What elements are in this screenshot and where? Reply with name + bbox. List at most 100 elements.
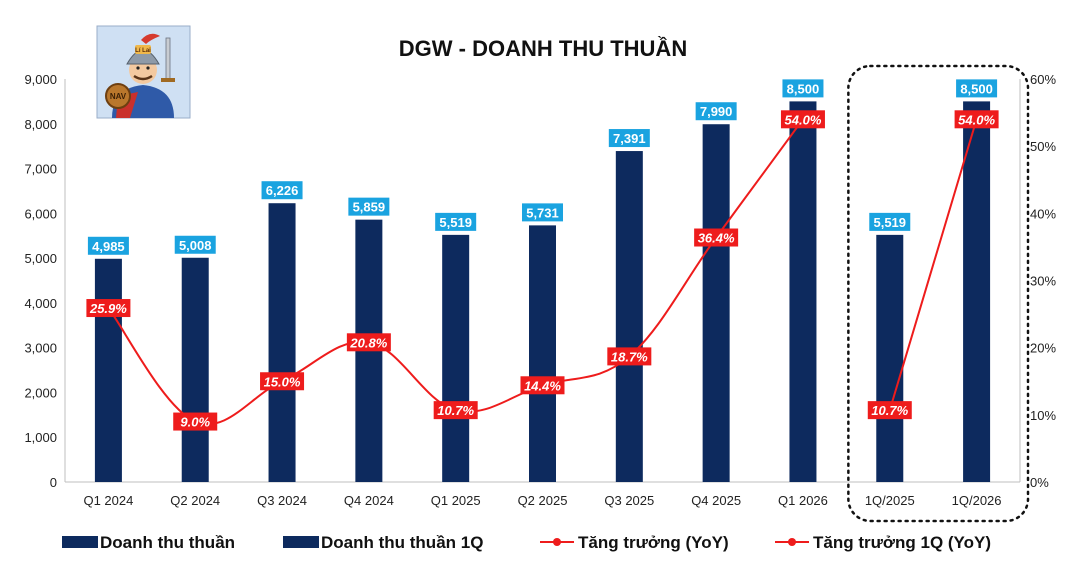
growth-value-label: 54.0% xyxy=(785,112,822,127)
category-label: Q4 2024 xyxy=(344,493,394,508)
category-label: Q1 2025 xyxy=(431,493,481,508)
bar-label-box xyxy=(869,212,911,231)
highlight-box xyxy=(847,64,1030,523)
bar-value-label: 7,990 xyxy=(700,104,733,119)
growth-label-box xyxy=(520,376,565,395)
bar xyxy=(94,258,122,482)
knight-mascot-logo: Lí Lai NAV xyxy=(96,25,191,119)
bar-label-box xyxy=(608,129,650,148)
bar-label-box xyxy=(956,79,998,98)
left-tick-label: 3,000 xyxy=(24,341,57,356)
category-label: Q3 2025 xyxy=(604,493,654,508)
right-tick-label: 40% xyxy=(1030,206,1056,221)
legend-label: Tăng trưởng (YoY) xyxy=(578,533,729,552)
category-label: Q1 2024 xyxy=(83,493,133,508)
bar-label-box xyxy=(695,102,737,121)
right-tick-label: 30% xyxy=(1030,274,1056,289)
left-tick-label: 0 xyxy=(50,475,57,490)
right-tick-label: 0% xyxy=(1030,475,1049,490)
category-label: Q4 2025 xyxy=(691,493,741,508)
bar-value-label: 5,008 xyxy=(179,238,212,253)
category-label: Q3 2024 xyxy=(257,493,307,508)
bar xyxy=(963,101,991,482)
data-labels: 4,985 5,008 6,226 5,859 5,519 5,731 7,391 7,990… xyxy=(86,79,999,431)
bar xyxy=(529,225,556,483)
logo-helmet-text: Lí Lai xyxy=(135,48,151,54)
growth-label-box xyxy=(173,412,218,431)
legend-swatch-point xyxy=(788,538,796,546)
legend-label: Tăng trưởng 1Q (YoY) xyxy=(813,533,991,552)
growth-value-label: 25.9% xyxy=(89,301,127,316)
category-label: Q2 2024 xyxy=(170,493,220,508)
bar-label-box xyxy=(522,203,563,222)
bar xyxy=(615,151,643,483)
growth-value-label: 14.4% xyxy=(524,378,561,393)
growth-value-label: 36.4% xyxy=(698,231,735,246)
growth-label-box xyxy=(260,372,305,391)
legend-label: Doanh thu thuần 1Q xyxy=(321,533,483,552)
bar xyxy=(789,101,817,482)
chart-title: DGW - DOANH THU THUẦN xyxy=(399,36,687,61)
category-label: Q1 2026 xyxy=(778,493,828,508)
growth-label-box xyxy=(346,333,391,352)
legend-swatch-bar xyxy=(283,536,319,548)
highlight-rect xyxy=(847,64,1030,523)
bar xyxy=(442,234,470,482)
legend: Doanh thu thuần Doanh thu thuần 1Q Tăng tr… xyxy=(62,533,991,552)
right-tick-label: 50% xyxy=(1030,139,1056,154)
right-tick-label: 60% xyxy=(1030,72,1056,87)
bar xyxy=(268,203,296,482)
category-label: 1Q/2025 xyxy=(865,493,915,508)
left-tick-label: 8,000 xyxy=(24,117,57,132)
growth-value-label: 20.8% xyxy=(349,335,387,350)
bar xyxy=(181,257,209,482)
left-tick-label: 7,000 xyxy=(24,162,57,177)
legend-swatch-bar xyxy=(62,536,98,548)
growth-label-box xyxy=(694,228,739,247)
bar-series xyxy=(94,101,991,483)
left-tick-label: 4,000 xyxy=(24,296,57,311)
right-tick-label: 10% xyxy=(1030,408,1056,423)
bar-value-label: 7,391 xyxy=(613,131,646,146)
growth-value-label: 10.7% xyxy=(437,403,474,418)
bar-value-label: 4,985 xyxy=(92,239,125,254)
growth-label-box xyxy=(86,299,131,318)
bar-label-box xyxy=(174,235,216,254)
right-axis: 0% 10% 20% 30% 40% 50% 60% xyxy=(1019,72,1056,490)
bar-label-box xyxy=(435,212,477,231)
legend-label: Doanh thu thuần xyxy=(100,533,235,552)
bar-label-box xyxy=(782,79,824,98)
left-tick-label: 6,000 xyxy=(24,206,57,221)
right-tick-label: 20% xyxy=(1030,341,1056,356)
bar-label-box xyxy=(87,236,129,255)
growth-value-label: 15.0% xyxy=(264,374,301,389)
growth-label-box xyxy=(867,401,912,420)
bar-label-box xyxy=(348,197,390,216)
category-label: 1Q/2026 xyxy=(952,493,1002,508)
left-tick-label: 5,000 xyxy=(24,251,57,266)
bar-value-label: 6,226 xyxy=(266,183,299,198)
bar-value-label: 8,500 xyxy=(787,81,820,96)
bar-label-box xyxy=(261,181,303,200)
bar-value-label: 5,519 xyxy=(439,215,472,230)
bar-value-label: 5,519 xyxy=(873,215,906,230)
left-axis: 0 1,000 2,000 3,000 4,000 5,000 6,000 7,000 8,00… xyxy=(24,72,1020,490)
growth-label-box xyxy=(607,347,652,366)
left-tick-label: 2,000 xyxy=(24,385,57,400)
growth-value-label: 9.0% xyxy=(180,415,210,430)
growth-value-label: 54.0% xyxy=(958,112,995,127)
category-axis: Q1 2024 Q2 2024 Q3 2024 Q4 2024 Q1 2025 Q2 20… xyxy=(83,493,1001,508)
left-tick-label: 9,000 xyxy=(24,72,57,87)
growth-label-box xyxy=(780,110,825,129)
growth-label-box xyxy=(433,401,478,420)
bar xyxy=(876,234,904,482)
bar-value-label: 5,731 xyxy=(526,205,559,220)
bar xyxy=(702,124,730,482)
category-label: Q2 2025 xyxy=(518,493,568,508)
growth-value-label: 18.7% xyxy=(611,349,648,364)
left-tick-label: 1,000 xyxy=(24,430,57,445)
growth-value-label: 10.7% xyxy=(871,403,908,418)
bar-value-label: 8,500 xyxy=(960,81,993,96)
bar-value-label: 5,859 xyxy=(353,200,386,215)
